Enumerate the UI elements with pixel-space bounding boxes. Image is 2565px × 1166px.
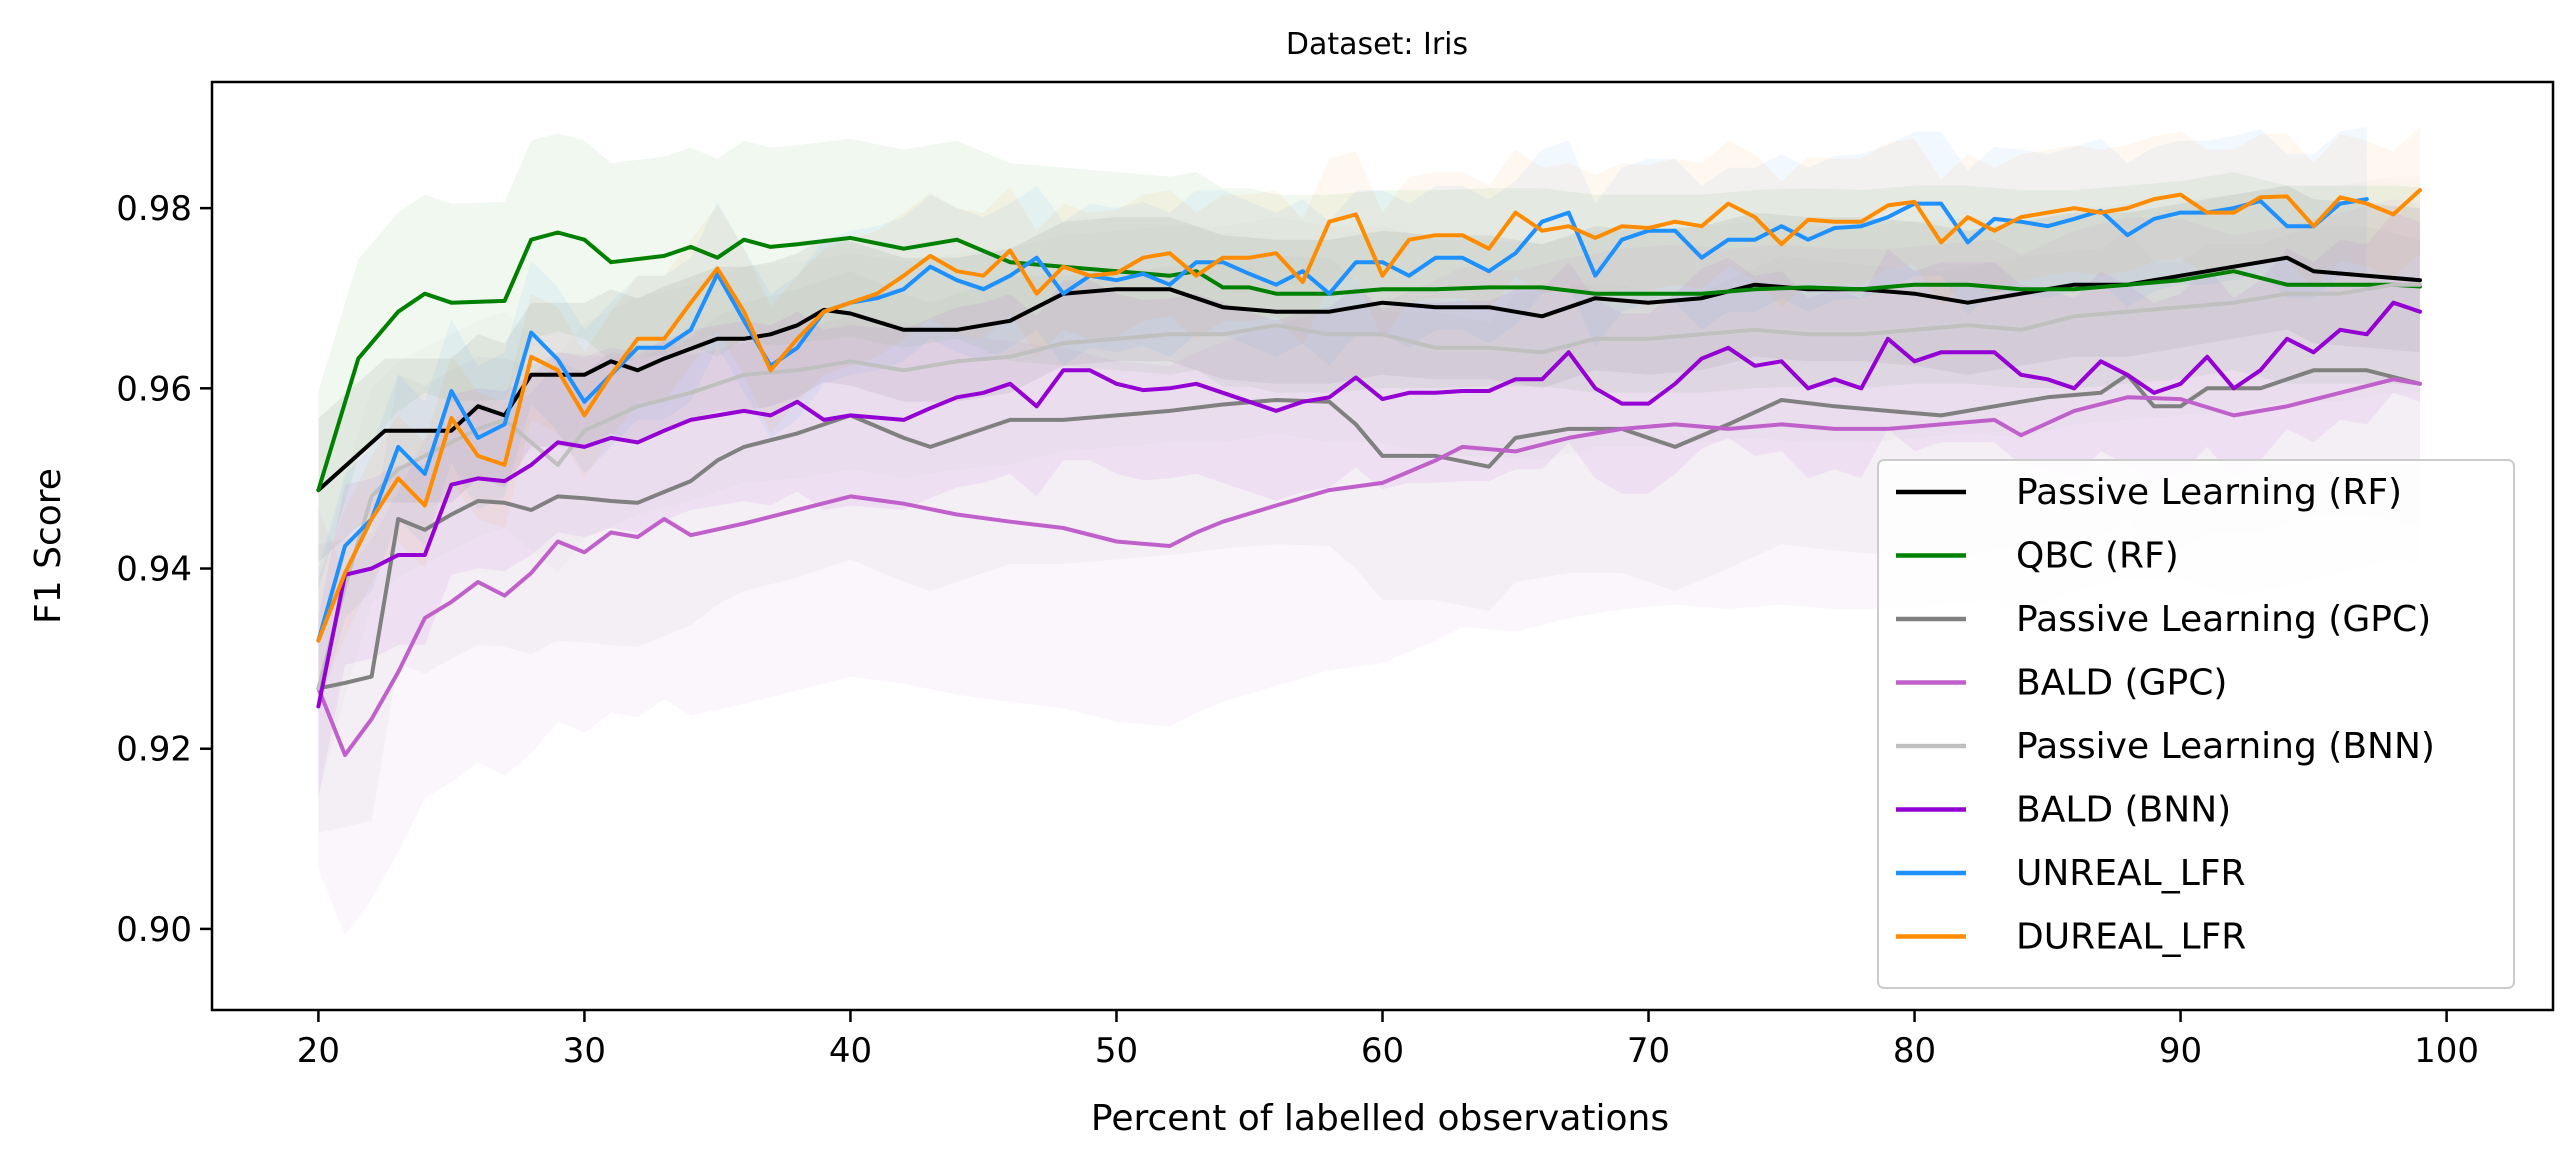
legend-label: BALD (GPC) xyxy=(2016,663,2227,704)
confidence-band-3 xyxy=(318,226,2421,833)
legend-item: BALD (GPC) xyxy=(1896,663,2227,704)
plot-area xyxy=(316,127,2422,936)
legend: Passive Learning (RF) QBC (RF) Passive Lea… xyxy=(1877,459,2515,989)
y-tick-label: 0.96 xyxy=(116,369,192,409)
legend-label: QBC (RF) xyxy=(2016,536,2179,577)
x-tick-label: 100 xyxy=(2414,1031,2479,1071)
y-axis: 0.90 0.92 0.94 0.96 0.98 xyxy=(116,189,212,950)
legend-item: Passive Learning (RF) xyxy=(1896,472,2402,513)
series-lines xyxy=(316,188,2422,757)
x-tick-label: 40 xyxy=(829,1031,872,1071)
legend-label: Passive Learning (BNN) xyxy=(2016,726,2435,767)
y-tick-label: 0.98 xyxy=(116,189,192,229)
confidence-band-4 xyxy=(318,199,2421,936)
x-tick-label: 90 xyxy=(2159,1031,2202,1071)
series-line-3 xyxy=(316,368,2422,691)
legend-box xyxy=(1877,459,2515,989)
legend-label: UNREAL_LFR xyxy=(2016,853,2246,894)
legend-item: Passive Learning (GPC) xyxy=(1896,599,2431,640)
series-line-6 xyxy=(316,300,2422,709)
x-tick-label: 20 xyxy=(297,1031,340,1071)
series-line-7 xyxy=(316,197,2369,643)
x-tick-label: 80 xyxy=(1893,1031,1936,1071)
x-axis-label: Percent of labelled observations xyxy=(1091,1098,1669,1139)
y-axis-label: F1 Score xyxy=(28,468,69,624)
x-tick-label: 50 xyxy=(1095,1031,1138,1071)
legend-label: Passive Learning (RF) xyxy=(2016,472,2402,513)
x-tick-label: 30 xyxy=(563,1031,606,1071)
legend-label: BALD (BNN) xyxy=(2016,790,2231,831)
x-axis: 20 30 40 50 60 70 80 90 100 xyxy=(297,1010,2479,1071)
legend-label: DUREAL_LFR xyxy=(2016,917,2246,958)
x-tick-label: 60 xyxy=(1361,1031,1404,1071)
legend-item: DUREAL_LFR xyxy=(1896,917,2246,958)
confidence-band-1 xyxy=(318,185,2421,563)
y-tick-label: 0.92 xyxy=(116,730,192,770)
series-line-4 xyxy=(316,377,2422,757)
legend-label: Passive Learning (GPC) xyxy=(2016,599,2431,640)
series-line-8 xyxy=(316,188,2422,643)
confidence-band-6 xyxy=(318,212,2421,797)
x-tick-label: 70 xyxy=(1627,1031,1670,1071)
confidence-band-2 xyxy=(318,133,2421,590)
legend-item: UNREAL_LFR xyxy=(1896,853,2246,894)
confidence-band-8 xyxy=(318,127,2421,704)
series-line-5 xyxy=(316,282,2422,691)
confidence-bands xyxy=(318,127,2421,936)
chart-title: Dataset: Iris xyxy=(1286,27,1468,62)
legend-item: BALD (BNN) xyxy=(1896,790,2231,831)
legend-item: QBC (RF) xyxy=(1896,536,2179,577)
y-tick-label: 0.90 xyxy=(116,910,192,950)
confidence-band-7 xyxy=(318,127,2367,713)
legend-item: Passive Learning (BNN) xyxy=(1896,726,2435,767)
y-tick-label: 0.94 xyxy=(116,550,192,590)
series-line-2 xyxy=(316,230,2422,493)
